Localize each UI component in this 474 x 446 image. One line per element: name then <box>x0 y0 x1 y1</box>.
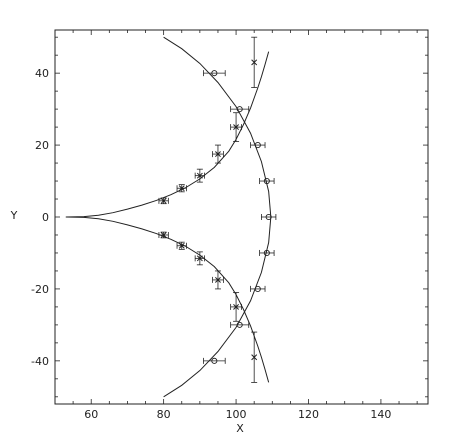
x-marker-stroke <box>178 185 185 192</box>
x-tick-label: 60 <box>84 408 98 421</box>
o-marker-point <box>263 249 270 257</box>
x-marker-stroke <box>160 232 167 238</box>
x-tick-label: 80 <box>157 408 171 421</box>
x-tick-label: 140 <box>370 408 391 421</box>
x-marker-stroke <box>251 354 258 361</box>
x-marker-point <box>215 276 221 283</box>
x-marker-point <box>233 303 240 310</box>
x-marker-stroke <box>251 59 258 66</box>
x-marker-point <box>160 232 167 238</box>
x-marker-stroke <box>215 151 221 158</box>
lower-cusp-curve <box>65 216 270 383</box>
y-tick-label: 20 <box>35 139 49 152</box>
y-tick-label: 0 <box>42 211 49 224</box>
o-marker-point <box>236 106 243 113</box>
y-tick-label: -20 <box>31 283 49 296</box>
x-marker-stroke <box>160 197 167 204</box>
o-marker-point <box>263 177 270 185</box>
fitted-curves <box>65 36 272 398</box>
x-marker-stroke <box>178 242 185 249</box>
o-marker-point <box>254 142 261 149</box>
x-marker-stroke <box>233 124 240 131</box>
y-tick-label: 40 <box>35 67 49 80</box>
upper-cusp-curve <box>65 51 270 218</box>
x-axis-label: X <box>236 422 244 435</box>
x-marker-point <box>196 255 203 262</box>
x-marker-point <box>215 151 221 158</box>
x-marker-stroke <box>196 172 203 179</box>
o-marker-point <box>254 285 261 292</box>
x-marker-point <box>196 172 203 179</box>
x-marker-point <box>160 197 167 204</box>
arc-curve <box>163 36 272 398</box>
x-marker-stroke <box>233 303 240 310</box>
x-marker-stroke <box>215 276 221 283</box>
o-marker-point <box>211 70 218 77</box>
x-tick-label: 100 <box>226 408 247 421</box>
o-marker-point <box>211 357 218 364</box>
plot-frame <box>54 29 429 405</box>
axis-ticks: 60 80 100 120 140 -40 -20 0 20 40 <box>31 30 428 421</box>
o-marker-point <box>265 213 272 221</box>
x-marker-stroke <box>196 255 203 262</box>
x-marker-point <box>251 59 258 66</box>
x-marker-point <box>233 124 240 131</box>
x-marker-point <box>178 185 185 192</box>
y-tick-label: -40 <box>31 355 49 368</box>
data-markers <box>158 36 277 383</box>
x-tick-label: 120 <box>298 408 319 421</box>
y-axis-label: Y <box>10 209 18 222</box>
x-marker-point <box>251 354 258 361</box>
x-marker-point <box>178 242 185 249</box>
o-marker-point <box>236 321 243 328</box>
